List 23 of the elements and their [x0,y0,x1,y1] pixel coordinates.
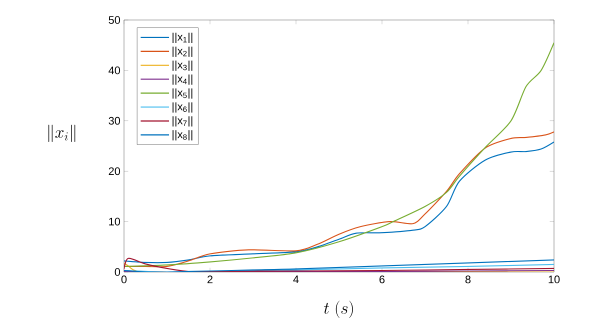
legend-label: ||x$_{2}$|| [172,46,192,57]
legend-label: ||x$_{3}$|| [172,60,192,71]
y-tick-label: 0 [114,268,120,276]
legend-label: ||x$_{7}$|| [172,116,192,127]
x-tick-label: 2 [208,276,212,284]
x-axis-title: $t\ (s)$ [324,300,353,318]
y-tick-label: 30 [108,116,120,125]
y-tick-label: 40 [108,66,120,74]
y-tick-label: 10 [109,218,120,226]
x-tick-label: 0 [121,276,127,284]
legend-label: ||x$_{6}$|| [172,102,192,113]
legend-label: ||x$_{1}$|| [172,32,192,44]
legend-label: ||x$_{8}$|| [172,130,192,140]
x-tick-label: 6 [380,276,385,284]
x-tick-label: 10 [548,276,560,284]
line-series [124,42,554,268]
x-tick-label: 4 [293,276,299,284]
legend-label: ||x$_{5}$|| [172,88,192,99]
x-tick-label: 8 [465,276,471,284]
y-tick-label: 50 [108,16,120,24]
legend-label: ||x$_{4}$|| [172,74,192,85]
y-tick-label: 20 [108,167,120,176]
y-axis-title: $\|x_i\|$ [48,124,76,142]
